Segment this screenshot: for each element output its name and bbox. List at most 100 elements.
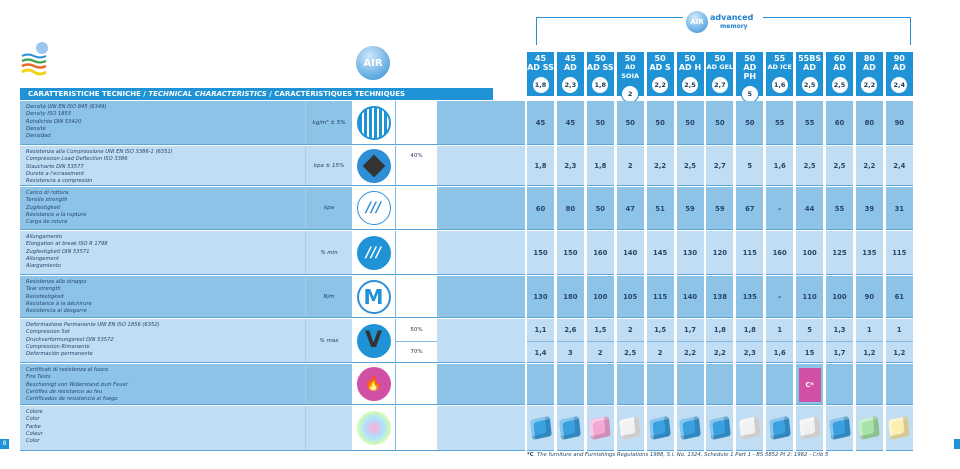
product-hardness-badge: 2,5 bbox=[830, 76, 849, 94]
product-model: AD SOIA bbox=[621, 63, 640, 80]
row-label-line: Allongement bbox=[26, 255, 59, 262]
product-density: 50 bbox=[654, 54, 666, 63]
value-cell-bg bbox=[706, 101, 734, 145]
footnote-mark: *C bbox=[527, 452, 534, 458]
value-cell-bg bbox=[706, 231, 734, 275]
row-label: Allungamento Elongation at break ISO R 17… bbox=[26, 234, 108, 270]
footnote-text: The furniture and Furnishings Regulation… bbox=[537, 452, 829, 458]
value-cell: 2,2 bbox=[654, 162, 667, 170]
value-cell-bg bbox=[826, 276, 853, 318]
value-cell bbox=[736, 364, 763, 405]
fire-extinguisher-icon: 🔥 bbox=[356, 367, 391, 401]
product-tab: 50 AD S 2,2 bbox=[646, 52, 674, 96]
row-label-line: Densidad bbox=[26, 133, 51, 140]
value-cell-bg bbox=[855, 231, 883, 275]
value-cell: 1,3 bbox=[833, 326, 846, 334]
row-unit: kpa ± 15% bbox=[305, 146, 352, 185]
value-cell: 59 bbox=[685, 204, 695, 213]
value-cell: 15 bbox=[796, 341, 824, 363]
row-sub-cell bbox=[395, 231, 437, 274]
table-row: Densità UNI EN ISO 845 (6349) Density ISO… bbox=[20, 101, 525, 145]
value-cell: 2,2 bbox=[706, 341, 734, 363]
value-cell-bg bbox=[855, 364, 883, 405]
air-advanced-memory-logo: AIR advanced memory bbox=[683, 6, 763, 38]
value-cell-bg bbox=[766, 276, 794, 318]
value-cell-bg bbox=[556, 146, 584, 186]
product-hardness-badge: 2,5 bbox=[800, 76, 819, 94]
value-cell: 1,4 bbox=[527, 341, 554, 363]
logo-advanced-text: advanced bbox=[710, 13, 754, 22]
row-label-line: Dureté a l'ecrasement bbox=[26, 170, 84, 177]
product-tab: 55 AD ICE 1,6 bbox=[766, 52, 794, 96]
value-cell-bg bbox=[826, 187, 853, 230]
row-label: Resistenza alla Compressione UNI EN ISO … bbox=[26, 149, 173, 185]
row-label-line: Deformazione Permanente UNI EN ISO 1856 … bbox=[26, 322, 160, 328]
value-cell: 2 bbox=[586, 341, 614, 363]
value-cell: 100 bbox=[832, 293, 847, 301]
value-cell: 2,4 bbox=[893, 162, 906, 170]
value-cell-bg bbox=[527, 406, 554, 451]
product-density: 50 bbox=[684, 54, 696, 63]
row-label: Certificati di resistenza al fuoco Fire T… bbox=[26, 367, 128, 403]
brand-logo-waves bbox=[18, 40, 54, 80]
value-cell: 1 bbox=[777, 326, 783, 334]
value-cell: 2,6 bbox=[564, 326, 577, 334]
product-hardness-badge: 1,8 bbox=[531, 76, 550, 94]
product-tab: 50 AD SOIA 2 bbox=[616, 52, 644, 103]
value-cell bbox=[826, 364, 853, 405]
value-cell: 2,7 bbox=[713, 162, 726, 170]
product-model: AD GEL bbox=[706, 63, 734, 71]
value-cell-bg bbox=[646, 231, 674, 275]
value-cell: 135 bbox=[862, 249, 877, 257]
value-cell: 3 bbox=[556, 341, 584, 363]
product-tab: 60 AD 2,5 bbox=[826, 52, 853, 96]
value-cell: 2,5 bbox=[803, 162, 816, 170]
value-cell bbox=[706, 364, 733, 405]
table-row: Colore Color Farbe Coleur Color bbox=[20, 406, 525, 451]
value-cell: 59 bbox=[715, 204, 725, 213]
row-label-line: Rohdichte DIN 53420 bbox=[26, 118, 82, 125]
value-cell: 47 bbox=[625, 204, 635, 213]
product-density: 90 bbox=[893, 54, 905, 63]
row-icon-cell: 🔥 bbox=[352, 364, 395, 404]
title-fr: / CARACTÉRISTIQUES TECHNIQUES bbox=[269, 90, 406, 98]
value-cell-bg bbox=[527, 276, 554, 318]
value-cell-bg bbox=[586, 276, 614, 318]
value-cell: 1,5 bbox=[654, 326, 667, 334]
row-label-line: Résistance à la déchirure bbox=[26, 300, 92, 307]
row-unit bbox=[305, 406, 352, 450]
value-cell-bg bbox=[766, 364, 794, 405]
value-cell: 2 bbox=[627, 162, 633, 170]
product-tab: 80 AD 2,2 bbox=[855, 52, 883, 96]
elongation-icon: /// bbox=[356, 235, 391, 270]
value-cell: 150 bbox=[533, 249, 548, 257]
value-cell: 80 bbox=[565, 204, 576, 213]
value-cell: 180 bbox=[563, 293, 578, 301]
product-model: AD bbox=[563, 63, 577, 72]
row-label-line: Compression Rimanente bbox=[26, 343, 90, 350]
value-cell: 61 bbox=[894, 293, 905, 301]
value-cell-bg bbox=[646, 364, 674, 405]
row-icon-cell bbox=[352, 101, 395, 144]
value-cell: 1,8 bbox=[713, 326, 726, 334]
color-swatch-cube bbox=[679, 415, 701, 441]
table-row: Resistenza alla Compressione UNI EN ISO … bbox=[20, 146, 525, 186]
value-cell: 160 bbox=[772, 249, 787, 257]
row-sub-cell bbox=[395, 364, 437, 404]
value-cell-bg bbox=[586, 364, 614, 405]
product-model: AD S bbox=[649, 63, 671, 72]
value-cell bbox=[856, 364, 883, 405]
value-cell: 2 bbox=[646, 341, 674, 363]
value-cell: 50 bbox=[745, 119, 755, 127]
row-label-line: Resistenza alla Compressione UNI EN ISO … bbox=[26, 149, 173, 155]
value-cell: 1,6 bbox=[773, 162, 786, 170]
row-label-line: Carico di rottura bbox=[26, 190, 69, 196]
product-density: 50 bbox=[594, 54, 606, 63]
value-cell bbox=[587, 364, 614, 405]
value-cell-bg bbox=[527, 101, 554, 145]
value-cell-bg bbox=[796, 231, 824, 275]
value-cell: 1,8 bbox=[743, 326, 756, 334]
value-cell: 1,8 bbox=[534, 162, 547, 170]
value-cell-bg bbox=[646, 146, 674, 186]
value-cell: 50 bbox=[655, 119, 665, 127]
